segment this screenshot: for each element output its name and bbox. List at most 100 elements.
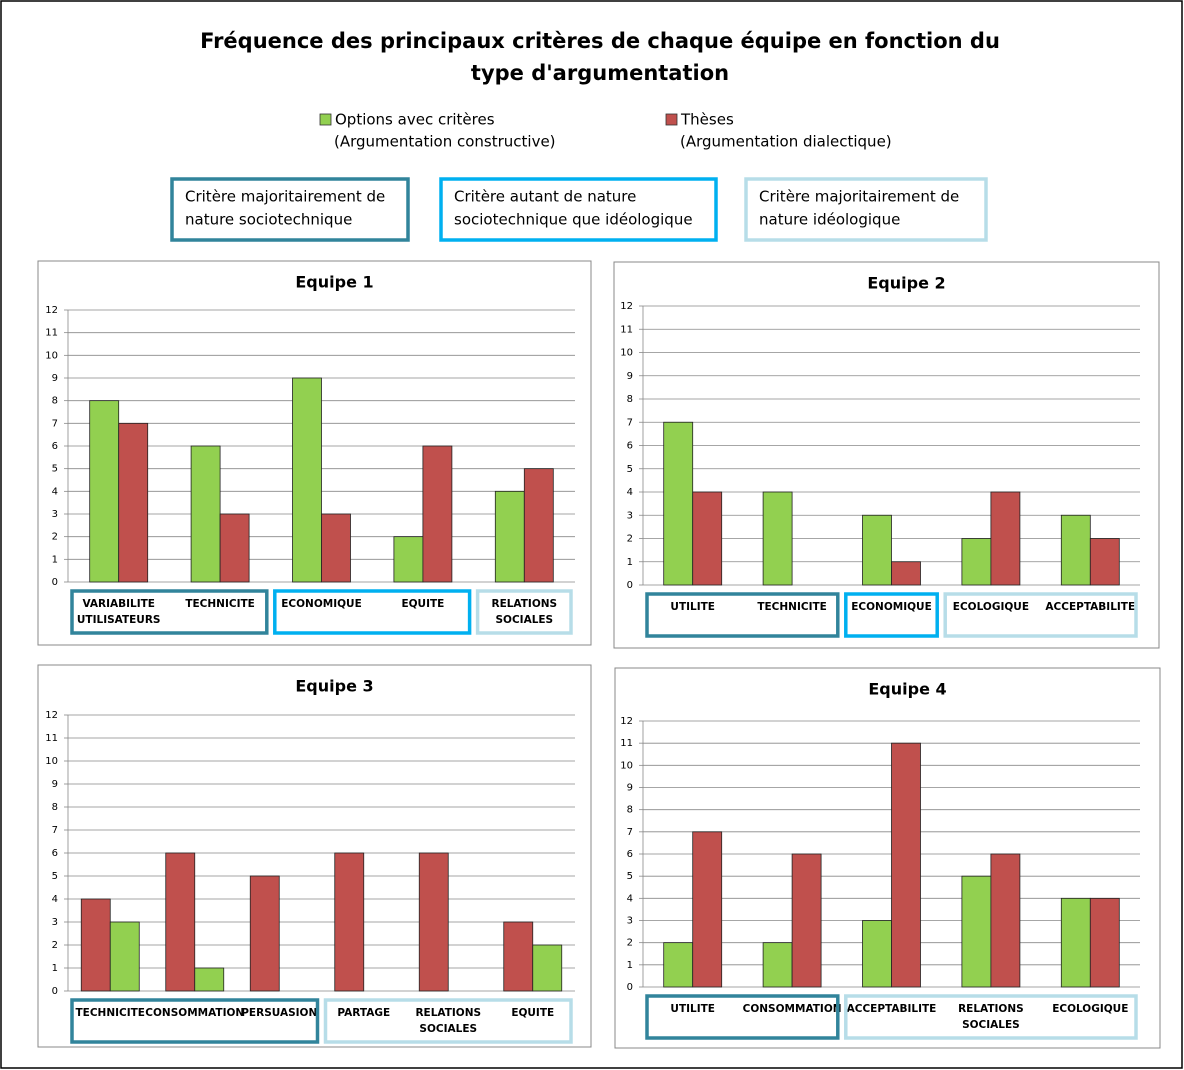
group-box (645, 592, 840, 638)
bar (292, 377, 322, 583)
x-tick-label: CONSOMMATION (743, 1003, 842, 1015)
bar (1060, 514, 1091, 586)
y-tick-label: 7 (627, 417, 633, 428)
legend-name: Thèses (680, 111, 734, 129)
bar (1089, 897, 1120, 988)
box-legend-text: nature idéologique (759, 211, 900, 229)
x-tick-label: ECONOMIQUE (851, 601, 932, 613)
y-tick-label: 4 (52, 894, 58, 905)
bar (990, 853, 1021, 988)
x-tick-label: ECOLOGIQUE (953, 601, 1029, 613)
y-tick-label: 4 (52, 486, 58, 497)
bar (862, 920, 892, 988)
legend-note: (Argumentation constructive) (334, 133, 556, 151)
y-tick-label: 7 (52, 825, 58, 836)
box-legend-text: Critère autant de nature (454, 188, 636, 206)
y-tick-label: 7 (52, 418, 58, 429)
bar (692, 491, 723, 586)
panel (613, 261, 1160, 649)
y-tick-label: 2 (627, 534, 633, 545)
y-tick-label: 5 (52, 464, 58, 475)
y-tick-label: 4 (627, 487, 633, 498)
x-tick-label: ECOLOGIQUE (1052, 1003, 1128, 1015)
x-tick-label: UTILISATEURS (77, 614, 161, 626)
bar (961, 875, 992, 988)
bar (165, 852, 196, 992)
x-tick-label: UTILITE (670, 601, 715, 613)
y-tick-label: 1 (627, 960, 633, 971)
bar (961, 538, 992, 586)
chart-title: Equipe 3 (295, 677, 373, 696)
box-legend-text: Critère majoritairement de (185, 188, 385, 206)
bar (494, 490, 525, 583)
bar (109, 921, 140, 992)
y-tick-label: 8 (52, 802, 58, 813)
bar (663, 421, 694, 586)
y-tick-label: 6 (52, 441, 58, 452)
x-tick-label: SOCIALES (419, 1023, 477, 1035)
legend-swatch (665, 113, 678, 126)
bar (393, 536, 424, 583)
bar (1060, 897, 1091, 988)
bar (194, 967, 225, 992)
y-tick-label: 1 (52, 963, 58, 974)
bar (990, 491, 1021, 586)
x-tick-label: RELATIONS (415, 1007, 481, 1019)
x-tick-label: ECONOMIQUE (281, 598, 362, 610)
x-tick-label: EQUITE (401, 598, 444, 610)
box-legend-text: sociotechnique que idéologique (454, 211, 693, 229)
y-tick-label: 6 (627, 441, 633, 452)
bar (663, 942, 694, 988)
y-tick-label: 2 (52, 532, 58, 543)
y-tick-label: 7 (627, 827, 633, 838)
y-tick-label: 0 (627, 580, 633, 591)
legend-name: Options avec critères (335, 111, 495, 129)
bar (891, 742, 921, 988)
y-tick-label: 2 (627, 938, 633, 949)
bar (219, 513, 250, 583)
chart-title: Equipe 2 (867, 274, 945, 293)
legend-swatch (319, 113, 332, 126)
group-box (844, 994, 1138, 1040)
y-tick-label: 11 (620, 324, 633, 335)
bar (422, 445, 453, 583)
box-legend-text: Critère majoritairement de (759, 188, 959, 206)
y-tick-label: 0 (52, 986, 58, 997)
y-tick-label: 9 (627, 371, 633, 382)
y-tick-label: 11 (45, 733, 58, 744)
legend-note: (Argumentation dialectique) (680, 133, 892, 151)
y-tick-label: 0 (52, 577, 58, 588)
y-tick-label: 5 (627, 464, 633, 475)
y-tick-label: 12 (45, 710, 58, 721)
y-tick-label: 8 (52, 396, 58, 407)
group-box (475, 589, 573, 635)
x-tick-label: CONSOMMATION (145, 1007, 244, 1019)
y-tick-label: 1 (627, 557, 633, 568)
bar (692, 831, 723, 988)
y-tick-label: 10 (45, 756, 58, 767)
bar (503, 921, 534, 992)
y-tick-label: 12 (45, 305, 58, 316)
bar (762, 491, 793, 586)
bar (249, 875, 280, 992)
x-tick-label: EQUITE (511, 1007, 554, 1019)
y-tick-label: 9 (52, 373, 58, 384)
x-tick-label: PERSUASION (241, 1007, 317, 1019)
x-tick-label: TECHNICITE (757, 601, 826, 613)
group-box (323, 998, 573, 1044)
x-tick-label: ACCEPTABILITE (1045, 601, 1135, 613)
y-tick-label: 0 (627, 982, 633, 993)
bar (89, 400, 120, 583)
y-tick-label: 11 (45, 328, 58, 339)
group-box (844, 592, 939, 638)
bar (334, 852, 365, 992)
box-legend-frame (170, 177, 410, 242)
y-tick-label: 3 (52, 509, 58, 520)
y-tick-label: 8 (627, 805, 633, 816)
x-tick-label: UTILITE (670, 1003, 715, 1015)
y-tick-label: 12 (620, 716, 633, 727)
y-tick-label: 9 (627, 783, 633, 794)
y-tick-label: 11 (620, 738, 633, 749)
chart-title: Equipe 1 (295, 273, 373, 292)
x-tick-label: RELATIONS (491, 598, 557, 610)
